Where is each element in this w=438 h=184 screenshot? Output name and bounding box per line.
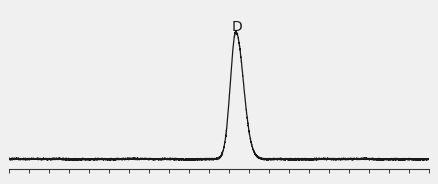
Text: D: D (231, 20, 242, 34)
